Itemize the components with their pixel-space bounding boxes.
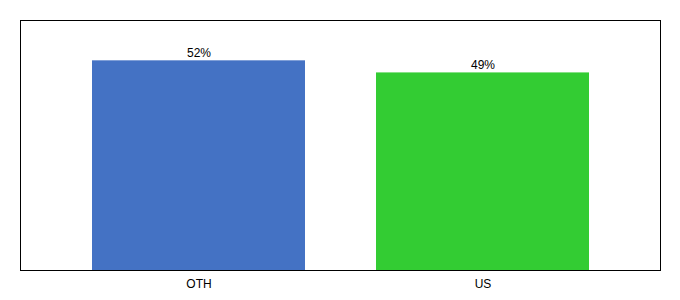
- svg-text:52%: 52%: [187, 46, 211, 60]
- svg-text:49%: 49%: [471, 58, 495, 72]
- svg-text:US: US: [475, 277, 492, 291]
- svg-text:OTH: OTH: [186, 277, 211, 291]
